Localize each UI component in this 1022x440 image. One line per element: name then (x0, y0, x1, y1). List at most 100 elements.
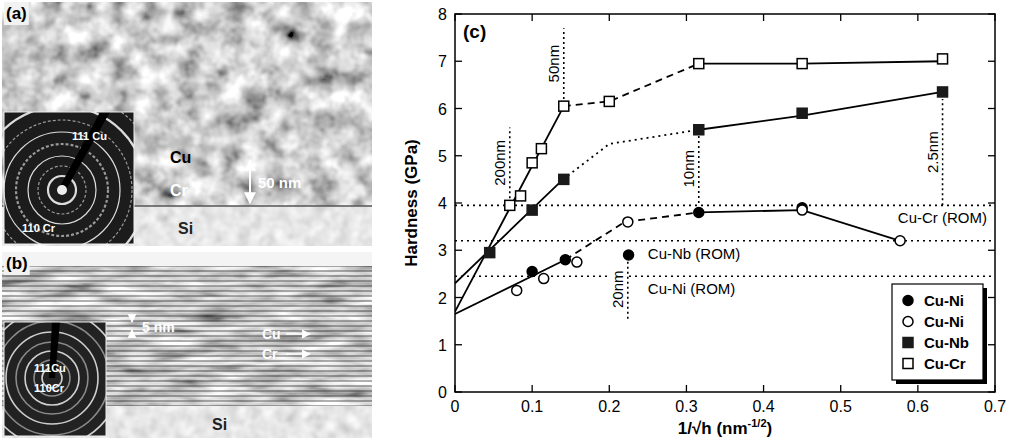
diffraction-ring (28, 156, 96, 224)
y-tick-right (988, 202, 995, 203)
diffraction-ring (4, 322, 106, 436)
multilayer (2, 266, 372, 406)
data-point (527, 267, 537, 277)
rom-label: Cu-Nb (ROM) (648, 245, 741, 262)
y-tick-label: 0 (438, 384, 447, 401)
x-tick-label: 0.4 (752, 398, 774, 415)
label-patch (647, 244, 742, 263)
diffraction-ring (38, 166, 86, 214)
fit-line (564, 64, 699, 107)
fit-line (455, 179, 563, 283)
diffraction-ring (4, 132, 120, 244)
fit-line (563, 130, 699, 180)
y-tick (455, 297, 462, 298)
y-tick-label: 3 (438, 242, 447, 259)
x-tick-top (994, 14, 995, 21)
scale-arrow (249, 160, 251, 203)
size-label-group: 2.5nm (923, 130, 942, 174)
y-tick-right (988, 391, 995, 392)
data-point (624, 250, 634, 260)
ring-label: 110Cr (34, 382, 65, 394)
legend-label: Cu-Cr (924, 355, 966, 372)
label-patch (923, 130, 942, 174)
layer-label: Cr (262, 346, 278, 362)
scale-label: 50 nm (258, 174, 301, 191)
x-tick-label: 0.7 (984, 398, 1006, 415)
legend-label: Cu-Ni (924, 292, 964, 309)
ring-label: 111 Cu (72, 130, 107, 142)
diffraction-ring (4, 322, 106, 435)
diffraction-ring (16, 144, 108, 236)
y-tick-right (988, 61, 995, 62)
x-axis-title-part: 1/√h (nm (678, 419, 748, 438)
legend-label: Cu-Nb (924, 334, 969, 351)
data-point (694, 125, 704, 135)
legend-box (892, 284, 983, 380)
legend-marker (903, 359, 913, 369)
figure: 111 Cu110 Cr(a)CuCr50 nmSi111Cu110Cr(b)5… (0, 0, 1022, 440)
inset-background (4, 112, 134, 244)
ring-label: 111Cu (34, 362, 66, 374)
size-label-group: 50nm (544, 44, 563, 84)
diffraction-ring (4, 112, 134, 244)
legend-marker (903, 317, 913, 327)
legend-label: Cu-Ni (924, 313, 964, 330)
data-point (539, 274, 549, 284)
size-label-group: 20nm (608, 269, 627, 309)
data-point (797, 205, 807, 215)
y-tick-right (988, 13, 995, 14)
rom-label: Cu-Cr (ROM) (898, 209, 987, 226)
y-tick (455, 13, 462, 14)
data-point (536, 144, 546, 154)
legend-marker (903, 338, 913, 348)
size-label: 10nm (680, 150, 697, 188)
size-marker-line (509, 127, 511, 198)
layer-label: Cu (170, 149, 191, 166)
y-tick (455, 391, 462, 392)
y-axis-title-group: Hardness (GPa) (402, 139, 421, 267)
data-point (895, 236, 905, 246)
x-tick (454, 385, 455, 392)
x-tick-label: 0.5 (830, 398, 852, 415)
x-tick-label: 0 (451, 398, 460, 415)
tem-image-a: 111 Cu110 Cr(a)CuCr50 nmSi (0, 2, 372, 288)
label-patch (4, 2, 29, 25)
y-tick-right (988, 344, 995, 345)
x-axis-title: 1/√h (nm-1/2) (678, 417, 772, 438)
size-marker-line (942, 99, 944, 205)
y-tick (455, 61, 462, 62)
x-tick (686, 385, 687, 392)
data-point (938, 54, 948, 64)
x-tick-label: 0.6 (907, 398, 929, 415)
x-tick (994, 385, 995, 392)
size-label: 20nm (609, 270, 626, 308)
size-marker-line (698, 134, 700, 203)
y-tick-label: 6 (438, 101, 447, 118)
data-point (527, 205, 537, 215)
fit-line (699, 92, 943, 130)
x-tick-top (454, 14, 455, 21)
y-tick-right (988, 297, 995, 298)
beam-stop (58, 112, 110, 190)
label-patch (897, 208, 988, 227)
x-tick-top (609, 14, 610, 21)
plot-data (455, 28, 995, 319)
x-tick-label: 0.1 (521, 398, 543, 415)
size-label: 2.5nm (924, 131, 941, 173)
scale-label: 5 nm (142, 319, 175, 335)
data-point (559, 174, 569, 184)
label-patch (544, 44, 563, 84)
fit-line (455, 106, 564, 312)
x-tick-top (763, 14, 764, 21)
y-tick-label: 5 (438, 148, 447, 165)
legend-marker (903, 296, 913, 306)
data-point (485, 248, 495, 258)
y-tick (455, 202, 462, 203)
y-tick-label: 1 (438, 337, 447, 354)
data-point (505, 200, 515, 210)
y-tick-right (988, 108, 995, 109)
substrate-label: Si (178, 220, 193, 237)
label-patch (490, 139, 509, 187)
chart: 00.10.20.30.40.50.60.70123456781/√h (nm-… (402, 6, 1006, 438)
diffraction-inset (4, 112, 134, 244)
